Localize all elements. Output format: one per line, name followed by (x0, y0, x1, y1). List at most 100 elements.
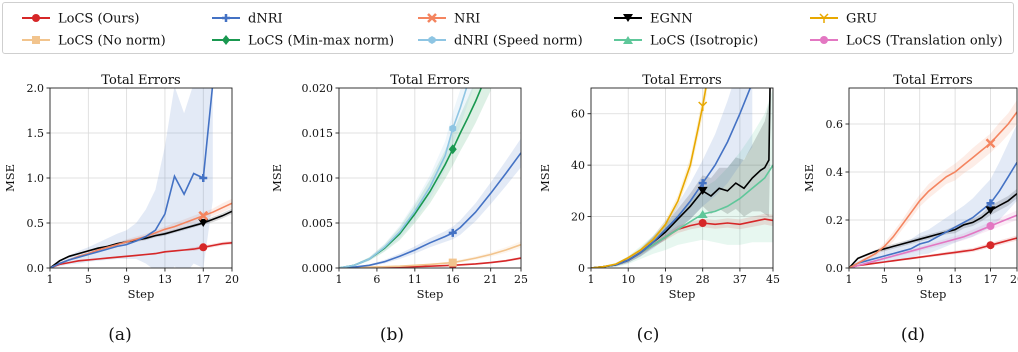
x-axis-label: Step (669, 287, 696, 301)
data-point-dnri (698, 179, 707, 188)
legend-label: LoCS (No norm) (58, 34, 166, 49)
x-tick-label: 9 (123, 273, 130, 286)
legend-label: dNRI (248, 12, 283, 27)
x-tick-label: 13 (948, 273, 962, 286)
data-point-nri (985, 138, 996, 149)
x-tick-label: 1 (336, 273, 343, 286)
series-line-dnri (50, 88, 214, 268)
y-tick-label: 0.4 (826, 166, 844, 179)
x-tick-label: 11 (408, 273, 422, 286)
x-tick-label: 45 (766, 273, 780, 286)
legend-item-egnn: EGNN (614, 12, 693, 27)
data-point-egnn (985, 206, 996, 215)
x-tick-label: 17 (983, 273, 997, 286)
band-egnn (849, 188, 1017, 268)
legend-label: NRI (454, 12, 480, 27)
x-axis-label: Step (128, 287, 155, 301)
axes-frame (590, 87, 774, 269)
x-tick-label: 10 (621, 273, 635, 286)
series-line-dnri-speed-norm (339, 88, 468, 268)
band-egnn (591, 88, 771, 268)
legend-item-nri: NRI (418, 12, 480, 27)
data-point-locs-ours (698, 219, 707, 227)
legend-item-dnri-speed-norm: dNRI (Speed norm) (418, 34, 583, 49)
x-tick-label: 28 (696, 273, 710, 286)
legend-marker (623, 36, 633, 44)
data-point-dnri-speed-norm (449, 124, 457, 133)
legend-item-locs-min-max-norm: LoCS (Min-max norm) (212, 34, 394, 49)
y-tick-label: 0.020 (302, 82, 334, 95)
x-axis-label: Step (417, 287, 444, 301)
data-point-locs-isotropic (697, 210, 708, 218)
legend-label: LoCS (Min-max norm) (248, 34, 394, 49)
plot-area (50, 88, 232, 268)
y-tick-label: 0.005 (302, 217, 334, 230)
panel-d: 0.0 0.2 0.4 0.6 1 5 9 13 17 20 Total Errors Step MSE… (802, 73, 1018, 345)
chart-title: Total Errors (642, 73, 721, 88)
x-tick-label: 6 (373, 273, 380, 286)
legend-marker (32, 14, 40, 22)
y-tick-label: 0.0 (826, 262, 844, 275)
band-dnri (50, 88, 213, 268)
data-point-gru (698, 101, 708, 111)
y-axis-label: MSE (538, 164, 552, 192)
x-tick-label: 5 (881, 273, 888, 286)
y-tick-label: 1.5 (27, 127, 45, 140)
x-tick-label: 37 (733, 273, 747, 286)
chart-title: Total Errors (390, 73, 469, 88)
x-tick-label: 20 (225, 273, 239, 286)
y-axis-label: MSE (270, 164, 284, 192)
y-tick-label: 0.2 (826, 214, 844, 227)
data-point-dnri (199, 174, 208, 182)
legend-label: LoCS (Isotropic) (650, 34, 758, 49)
band-locs-min-max-norm (339, 88, 491, 268)
panel-label: (c) (637, 325, 660, 345)
y-axis-label: MSE (3, 164, 17, 192)
data-point-locs-ours (986, 241, 995, 250)
legend-item-dnri: dNRI (212, 12, 283, 27)
x-tick-label: 21 (484, 273, 498, 286)
data-point-locs-no-norm (448, 258, 457, 267)
legend-marker (623, 14, 633, 22)
y-tick-label: 1.0 (27, 172, 45, 185)
data-point-dnri (986, 199, 995, 208)
plot-area (339, 88, 521, 268)
legend-marker (222, 14, 230, 22)
legend-marker (819, 13, 829, 23)
plot-area (591, 88, 773, 268)
panel-a: 0.0 0.5 1.0 1.5 2.0 1 5 9 13 17 20 Total Errors Step… (3, 73, 239, 345)
legend-item-locs-isotropic: LoCS (Isotropic) (614, 34, 758, 49)
legend-label: EGNN (650, 12, 693, 27)
legend-label: LoCS (Translation only) (846, 34, 1003, 49)
legend-marker (428, 36, 436, 44)
y-tick-label: 20 (571, 211, 585, 224)
x-tick-label: 5 (85, 273, 92, 286)
x-tick-label: 19 (658, 273, 672, 286)
legend-label: dNRI (Speed norm) (454, 34, 583, 49)
chart-title: Total Errors (101, 73, 180, 88)
data-point-egnn (697, 186, 708, 195)
panel-c: 0 20 40 60 1 10 19 28 37 45 Total Errors Step MSE (c) (538, 73, 780, 345)
y-tick-label: 60 (571, 108, 585, 121)
y-tick-label: 0.6 (826, 118, 844, 131)
data-point-locs-translation-only (986, 222, 995, 230)
band-nri (849, 100, 1017, 268)
axes-frame (848, 87, 1018, 269)
plot-area (849, 100, 1017, 268)
x-tick-label: 1 (47, 273, 54, 286)
legend-label: LoCS (Ours) (58, 12, 140, 27)
band-dnri (591, 88, 753, 268)
legend-item-locs-ours: LoCS (Ours) (22, 12, 140, 27)
data-point-nri (198, 210, 209, 221)
band-locs-no-norm (339, 241, 521, 268)
chart-title: Total Errors (893, 73, 972, 88)
y-tick-label: 0.0 (27, 262, 45, 275)
series-line-dnri (591, 88, 752, 268)
legend-marker (32, 36, 40, 44)
y-tick-label: 0.000 (302, 262, 334, 275)
legend-item-gru: GRU (810, 12, 877, 27)
data-point-dnri (448, 228, 457, 237)
legend-marker (427, 13, 437, 23)
